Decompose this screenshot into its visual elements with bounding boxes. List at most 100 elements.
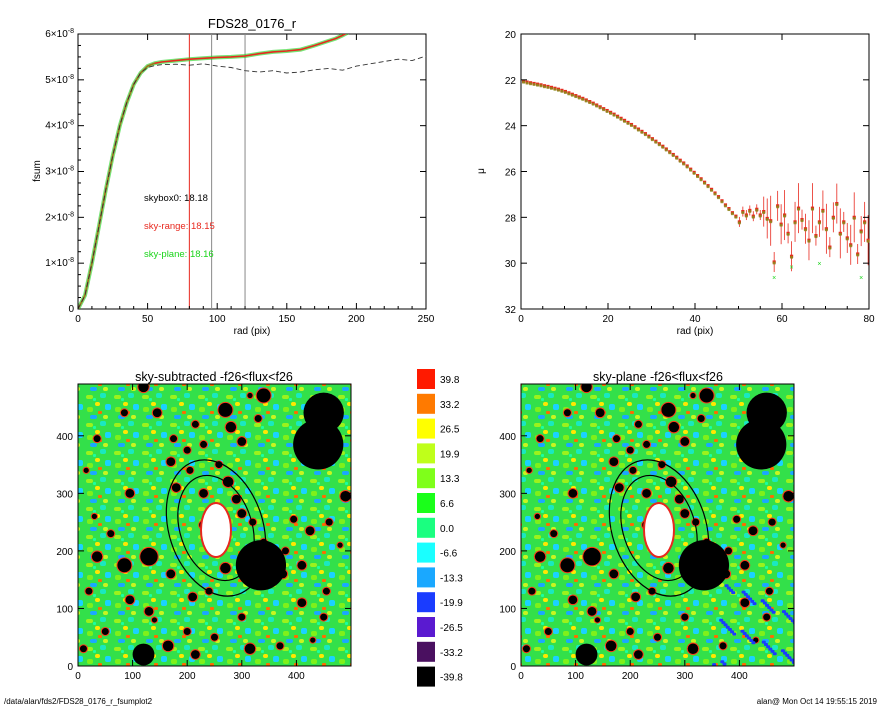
x-tick-label: 100	[124, 671, 141, 682]
mu-point-green	[737, 221, 741, 225]
low-flux-patch	[780, 649, 785, 653]
mu-point-green	[849, 244, 853, 248]
x-tick-label: 200	[348, 314, 365, 325]
y-tick-label: 200	[56, 547, 73, 558]
colorbar-swatch	[417, 641, 435, 662]
colorbar-label: 33.2	[440, 400, 460, 411]
mu-point-green	[668, 151, 672, 155]
masked-source	[297, 560, 307, 570]
mu-point-green	[689, 168, 693, 172]
mu-point-green	[744, 214, 748, 218]
colorbar-label: -19.9	[440, 598, 463, 609]
fsum-curves	[78, 34, 426, 309]
masked-source	[85, 587, 93, 595]
low-flux-patch	[744, 634, 749, 638]
x-tick-label: 40	[689, 314, 701, 325]
low-flux-patch	[788, 617, 793, 621]
mu-point-green	[863, 221, 867, 225]
low-flux-patch	[748, 597, 753, 601]
outer-ellipse	[165, 459, 267, 597]
low-flux-patch	[722, 662, 727, 666]
masked-source	[107, 530, 115, 538]
mu-point-green	[598, 106, 602, 110]
mu-point-green	[859, 230, 863, 234]
mu-point-green	[776, 205, 780, 209]
masked-source	[631, 592, 641, 602]
masked-source	[634, 420, 642, 428]
masked-source	[724, 547, 732, 555]
masked-source	[166, 569, 176, 579]
mu-point-green	[560, 89, 564, 93]
masked-source	[699, 388, 714, 403]
low-flux-patch	[750, 599, 755, 603]
masked-source	[83, 467, 89, 473]
mu-point-green	[779, 223, 783, 227]
masked-source	[697, 415, 705, 423]
low-flux-patch	[732, 632, 737, 636]
mu-point-green	[741, 211, 745, 215]
mu-point-green	[685, 165, 689, 169]
low-flux-patch	[769, 608, 774, 612]
low-flux-patch	[726, 586, 731, 590]
y-tick-label: 28	[505, 213, 517, 224]
masked-source	[748, 526, 758, 536]
masked-source	[629, 466, 637, 474]
mu-point-green	[563, 91, 567, 94]
low-flux-patch	[749, 638, 754, 642]
low-flux-patch	[719, 618, 724, 622]
masked-source	[780, 542, 786, 548]
mu-point-green	[675, 156, 679, 160]
mu-point-green	[769, 220, 773, 224]
masked-source	[166, 457, 176, 467]
mu-point-green	[543, 85, 546, 89]
mu-point-green	[762, 211, 766, 215]
mu-point-green	[790, 255, 793, 259]
x-tick-label: 80	[863, 314, 875, 325]
mu-point-green	[609, 111, 613, 115]
low-flux-patch	[787, 656, 792, 660]
masked-source	[563, 409, 571, 417]
masked-source	[305, 526, 315, 536]
annotation-sky-plane: sky-plane: 18.16	[144, 249, 214, 260]
mu-point-green	[710, 188, 713, 192]
footer-file-path: /data/alan/fds2/FDS28_0176_r_fsumplot2	[4, 697, 153, 706]
low-flux-patch	[743, 592, 748, 596]
masked-source	[171, 483, 181, 492]
footer-user-timestamp: alan@ Mon Oct 14 19:55:15 2019	[756, 697, 877, 706]
colorbar-label: -13.3	[440, 573, 463, 584]
mu-point-green	[811, 207, 814, 211]
mu-point-green	[751, 215, 755, 219]
mu-point-green	[748, 210, 752, 213]
inner-ellipse	[620, 474, 698, 582]
colorbar-swatch	[417, 443, 435, 464]
mu-point-green	[525, 81, 529, 85]
masked-source	[183, 627, 191, 635]
masked-source	[568, 488, 578, 498]
low-flux-patch	[727, 628, 732, 632]
mu-point-green	[821, 210, 825, 213]
mu-point-green	[838, 232, 842, 236]
y-tick-label: 4×10-8	[45, 120, 74, 132]
low-flux-patch	[742, 632, 747, 636]
colorbar-swatch	[417, 468, 435, 489]
y-tick-label: 24	[505, 122, 517, 133]
y-tick-label: 100	[499, 604, 516, 615]
low-flux-patch	[762, 601, 767, 605]
sky-subtracted-map	[78, 384, 351, 666]
mu-point-green	[793, 221, 797, 225]
annotation-skybox0: skybox0: 18.18	[144, 193, 208, 204]
mu-point-green	[824, 228, 828, 232]
mu-point-green	[765, 218, 769, 221]
x-tick-label: 0	[75, 314, 81, 325]
mu-point-green	[536, 83, 539, 87]
masked-source	[225, 421, 237, 433]
masked-source	[581, 384, 592, 393]
colorbar-swatch	[417, 369, 435, 389]
y-tick-label: 22	[505, 76, 517, 87]
low-flux-patch	[729, 588, 734, 592]
masked-source	[740, 560, 750, 570]
low-flux-patch	[712, 663, 717, 666]
mu-point-green	[727, 208, 731, 212]
masked-source	[191, 650, 200, 659]
